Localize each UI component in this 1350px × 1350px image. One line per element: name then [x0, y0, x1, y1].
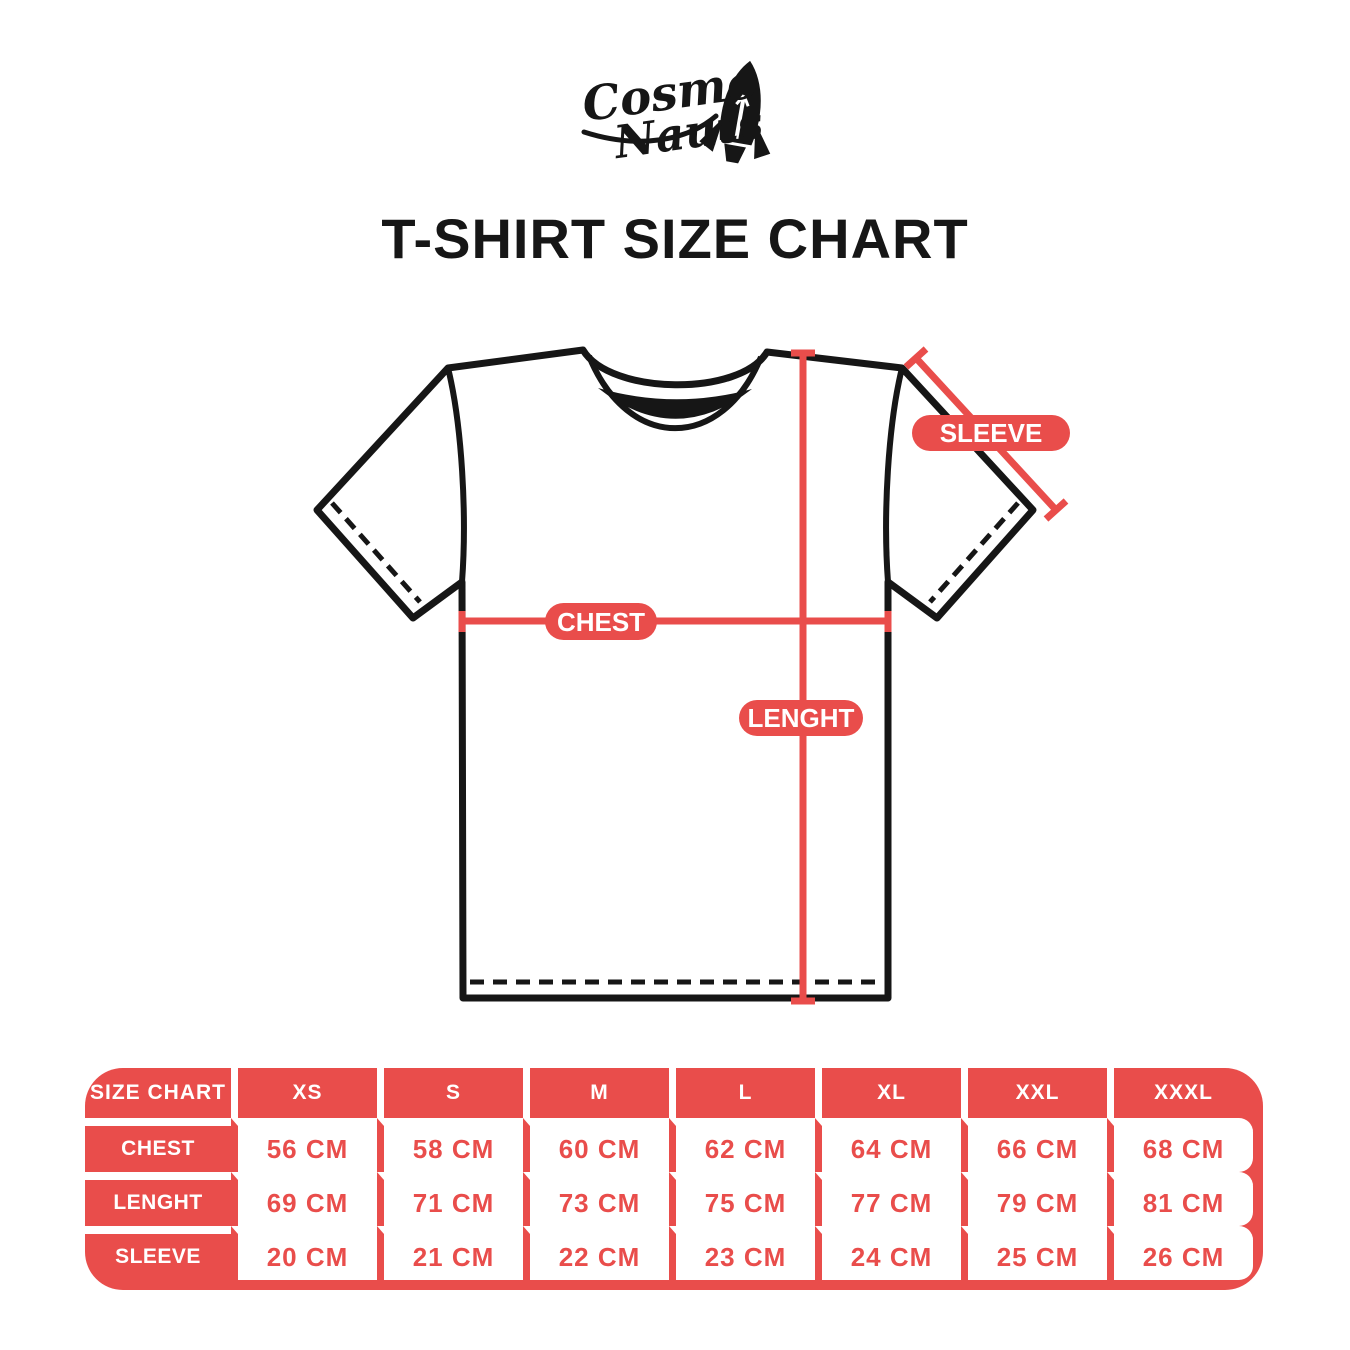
- size-value-cell: 23 CM: [669, 1226, 815, 1280]
- sleeve-label: SLEEVE: [940, 418, 1043, 448]
- size-value-cell: 73 CM: [523, 1172, 669, 1226]
- chest-label: CHEST: [557, 607, 645, 637]
- length-measure-line: [791, 349, 815, 1005]
- size-value-cell: 69 CM: [231, 1172, 377, 1226]
- size-value-cell: 77 CM: [815, 1172, 961, 1226]
- chest-label-pill: CHEST: [545, 603, 657, 640]
- size-value-cell: 24 CM: [815, 1226, 961, 1280]
- length-label-pill: LENGHT: [739, 700, 863, 736]
- rocket-icon: [581, 60, 771, 164]
- row-label: LENGHT: [85, 1172, 231, 1226]
- table-header-cell: S: [377, 1068, 523, 1118]
- chest-measure-line: [458, 611, 892, 632]
- size-value-cell: 58 CM: [377, 1118, 523, 1172]
- page-title: T-SHIRT SIZE CHART: [381, 207, 969, 270]
- size-value-cell: 64 CM: [815, 1118, 961, 1172]
- size-value-cell: 20 CM: [231, 1226, 377, 1280]
- size-value-cell: 75 CM: [669, 1172, 815, 1226]
- size-value-cell: 25 CM: [961, 1226, 1107, 1280]
- size-value-cell: 60 CM: [523, 1118, 669, 1172]
- size-value-cell: 22 CM: [523, 1226, 669, 1280]
- size-value-cell: 62 CM: [669, 1118, 815, 1172]
- table-header-cell: XL: [815, 1068, 961, 1118]
- size-value-cell: 79 CM: [961, 1172, 1107, 1226]
- table-header-cell: SIZE CHART: [90, 1081, 226, 1104]
- size-value-cell: 71 CM: [377, 1172, 523, 1226]
- table-header-cell: XS: [231, 1068, 377, 1118]
- length-label: LENGHT: [748, 703, 855, 733]
- size-value-cell: 26 CM: [1107, 1226, 1253, 1280]
- table-header-cell: XXL: [961, 1068, 1107, 1118]
- size-table: SIZE CHART XS S M L XL XXL XXXL CHEST 56…: [85, 1068, 1263, 1290]
- tshirt-outline: [313, 346, 1037, 1002]
- size-value-cell: 56 CM: [231, 1118, 377, 1172]
- size-value-cell: 81 CM: [1107, 1172, 1253, 1226]
- sleeve-label-pill: SLEEVE: [912, 415, 1070, 451]
- size-value-cell: 68 CM: [1107, 1118, 1253, 1172]
- table-header-cell: XXXL: [1107, 1068, 1253, 1118]
- size-value-cell: 66 CM: [961, 1118, 1107, 1172]
- size-value-cell: 21 CM: [377, 1226, 523, 1280]
- table-header-cell: L: [669, 1068, 815, 1118]
- row-label: SLEEVE: [85, 1226, 231, 1280]
- row-label: CHEST: [85, 1118, 231, 1172]
- table-header-cell: M: [523, 1068, 669, 1118]
